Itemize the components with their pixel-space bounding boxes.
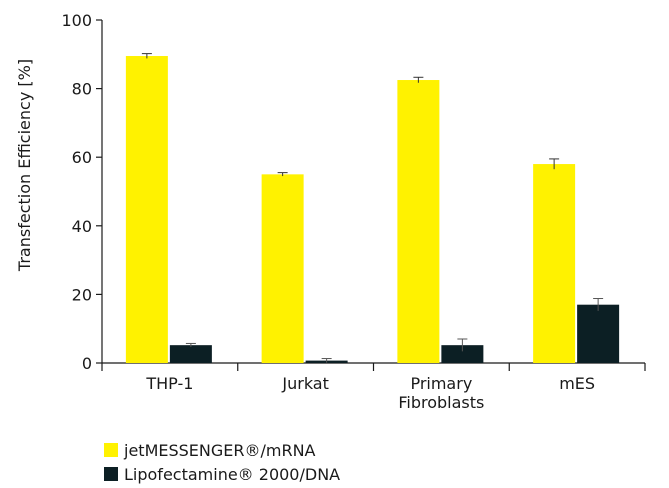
y-tick-label: 80 (72, 80, 92, 99)
legend-label-lipofectamine: Lipofectamine® 2000/DNA (124, 464, 341, 484)
bar (125, 56, 168, 363)
legend: jetMESSENGER®/mRNA Lipofectamine® 2000/D… (104, 438, 340, 486)
bar (397, 80, 440, 364)
legend-label-jetmessenger: jetMESSENGER®/mRNA (124, 440, 316, 460)
bar (533, 164, 576, 363)
x-tick-label: Primary Fibroblasts (398, 374, 484, 412)
legend-swatch-jetmessenger (104, 443, 118, 457)
bar (441, 345, 484, 363)
legend-item-jetmessenger: jetMESSENGER®/mRNA (104, 438, 340, 462)
y-tick-label: 100 (61, 11, 92, 30)
bar (577, 304, 620, 363)
bars (125, 53, 620, 364)
x-tick-label: THP-1 (145, 374, 193, 393)
y-axis: 0 20 40 60 80 100 (61, 11, 103, 373)
bar (261, 174, 304, 363)
y-axis-title: Transfection Efficiency [%] (15, 59, 34, 272)
y-tick-label: 60 (72, 148, 92, 167)
legend-item-lipofectamine: Lipofectamine® 2000/DNA (104, 462, 340, 486)
x-tick-label: Jurkat (281, 374, 329, 393)
legend-swatch-lipofectamine (104, 467, 118, 481)
x-tick-label: mES (559, 374, 595, 393)
bar-chart: 0 20 40 60 80 100 THP-1 Jurkat Primary Fibroblas… (15, 11, 646, 412)
y-tick-label: 20 (72, 285, 92, 304)
y-tick-label: 40 (72, 217, 92, 236)
bar (169, 345, 212, 363)
y-tick-label: 0 (82, 354, 92, 373)
x-axis: THP-1 Jurkat Primary Fibroblasts mES (101, 362, 646, 412)
